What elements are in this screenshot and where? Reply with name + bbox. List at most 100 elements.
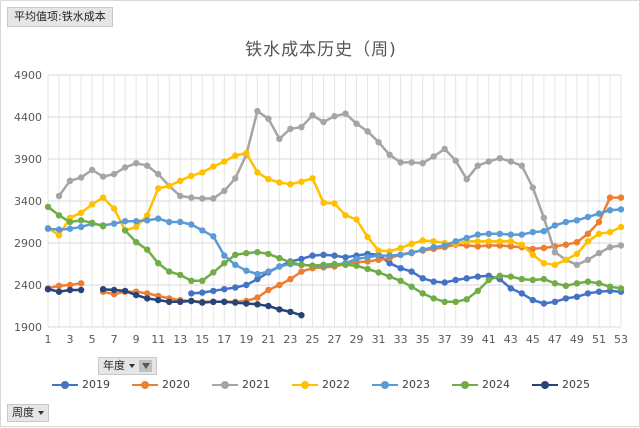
- data-point-2022: [99, 194, 107, 201]
- data-point-2023: [617, 206, 625, 213]
- data-point-2025: [232, 299, 239, 306]
- data-point-2024: [375, 269, 382, 276]
- data-point-2025: [133, 291, 140, 299]
- data-point-2021: [276, 135, 283, 142]
- x-tick-label: 45: [526, 333, 540, 346]
- data-point-2021: [353, 120, 360, 127]
- data-point-2024: [44, 203, 52, 211]
- data-point-2021: [463, 176, 470, 183]
- filter-icon[interactable]: [139, 360, 152, 372]
- data-point-2022: [606, 228, 614, 236]
- data-point-2022: [562, 256, 570, 263]
- chevron-down-icon[interactable]: [38, 411, 44, 415]
- data-point-2024: [133, 239, 140, 246]
- data-point-2021: [298, 123, 305, 131]
- data-point-2021: [364, 128, 371, 135]
- data-point-2019: [573, 293, 581, 300]
- data-point-2024: [55, 212, 63, 219]
- data-point-2023: [265, 268, 272, 275]
- data-point-2023: [353, 255, 360, 263]
- series-line-2025: [47, 287, 82, 293]
- pivot-value-field-button[interactable]: 平均值项:铁水成本: [7, 7, 113, 27]
- data-point-2021: [144, 162, 151, 169]
- data-point-2024: [606, 283, 614, 290]
- x-tick-label: 19: [239, 333, 253, 346]
- data-point-2021: [210, 195, 217, 202]
- data-point-2019: [430, 278, 437, 285]
- data-point-2025: [44, 286, 52, 293]
- year-field-button[interactable]: 年度: [98, 357, 157, 375]
- legend-swatch: [52, 380, 78, 389]
- data-point-2024: [386, 273, 393, 280]
- data-point-2023: [518, 231, 525, 238]
- legend-item-2022: 2022: [292, 378, 350, 391]
- data-point-2024: [617, 285, 625, 292]
- data-point-2022: [221, 158, 228, 165]
- data-point-2021: [496, 155, 503, 162]
- data-point-2023: [254, 270, 261, 278]
- legend-swatch: [212, 380, 238, 389]
- data-point-2021: [485, 158, 492, 165]
- data-point-2021: [110, 170, 118, 178]
- data-point-2022: [540, 260, 548, 267]
- data-point-2019: [540, 300, 548, 307]
- data-point-2025: [177, 298, 184, 305]
- data-point-2019: [210, 287, 217, 295]
- data-point-2023: [529, 228, 536, 236]
- data-point-2019: [254, 275, 261, 283]
- week-field-button[interactable]: 周度: [7, 404, 49, 422]
- data-point-2023: [144, 217, 151, 224]
- data-point-2025: [155, 296, 162, 304]
- data-point-2022: [309, 175, 316, 182]
- data-point-2022: [188, 172, 195, 179]
- x-tick-label: 1: [45, 333, 52, 346]
- data-point-2023: [243, 267, 250, 274]
- data-point-2025: [77, 286, 85, 294]
- x-tick-label: 37: [438, 333, 452, 346]
- chevron-down-icon[interactable]: [129, 364, 135, 368]
- data-point-2025: [298, 312, 305, 319]
- data-point-2019: [243, 281, 250, 289]
- data-point-2023: [551, 222, 559, 229]
- data-point-2021: [551, 249, 559, 256]
- data-point-2024: [353, 262, 360, 269]
- data-point-2023: [155, 215, 162, 222]
- x-tick-label: 51: [592, 333, 606, 346]
- data-point-2024: [331, 260, 338, 268]
- data-point-2025: [210, 298, 217, 305]
- legend-item-2023: 2023: [372, 378, 430, 391]
- data-point-2024: [584, 278, 592, 285]
- data-point-2024: [77, 217, 85, 224]
- data-point-2019: [397, 265, 404, 272]
- data-point-2020: [276, 281, 283, 289]
- data-point-2021: [529, 184, 536, 191]
- data-point-2021: [375, 139, 382, 146]
- data-point-2024: [562, 282, 570, 289]
- data-point-2020: [562, 241, 570, 248]
- data-point-2023: [110, 220, 118, 227]
- data-point-2021: [342, 110, 349, 117]
- x-tick-label: 27: [328, 333, 342, 346]
- data-point-2021: [88, 166, 96, 174]
- data-point-2020: [573, 239, 581, 246]
- data-point-2022: [485, 238, 492, 245]
- data-point-2024: [408, 283, 415, 290]
- data-point-2022: [110, 205, 118, 212]
- series-line-2024: [124, 229, 622, 304]
- data-point-2022: [584, 238, 592, 245]
- data-point-2019: [507, 285, 514, 292]
- data-point-2023: [485, 230, 492, 237]
- data-point-2025: [199, 299, 206, 306]
- legend-swatch: [132, 380, 158, 389]
- data-point-2024: [496, 272, 503, 279]
- data-point-2023: [166, 218, 173, 226]
- x-tick-label: 47: [548, 333, 562, 346]
- data-point-2022: [232, 152, 239, 159]
- data-point-2020: [540, 244, 548, 252]
- data-point-2023: [386, 252, 393, 259]
- data-point-2024: [254, 249, 261, 256]
- data-point-2023: [210, 233, 217, 240]
- data-point-2021: [584, 256, 592, 263]
- data-point-2024: [210, 269, 217, 276]
